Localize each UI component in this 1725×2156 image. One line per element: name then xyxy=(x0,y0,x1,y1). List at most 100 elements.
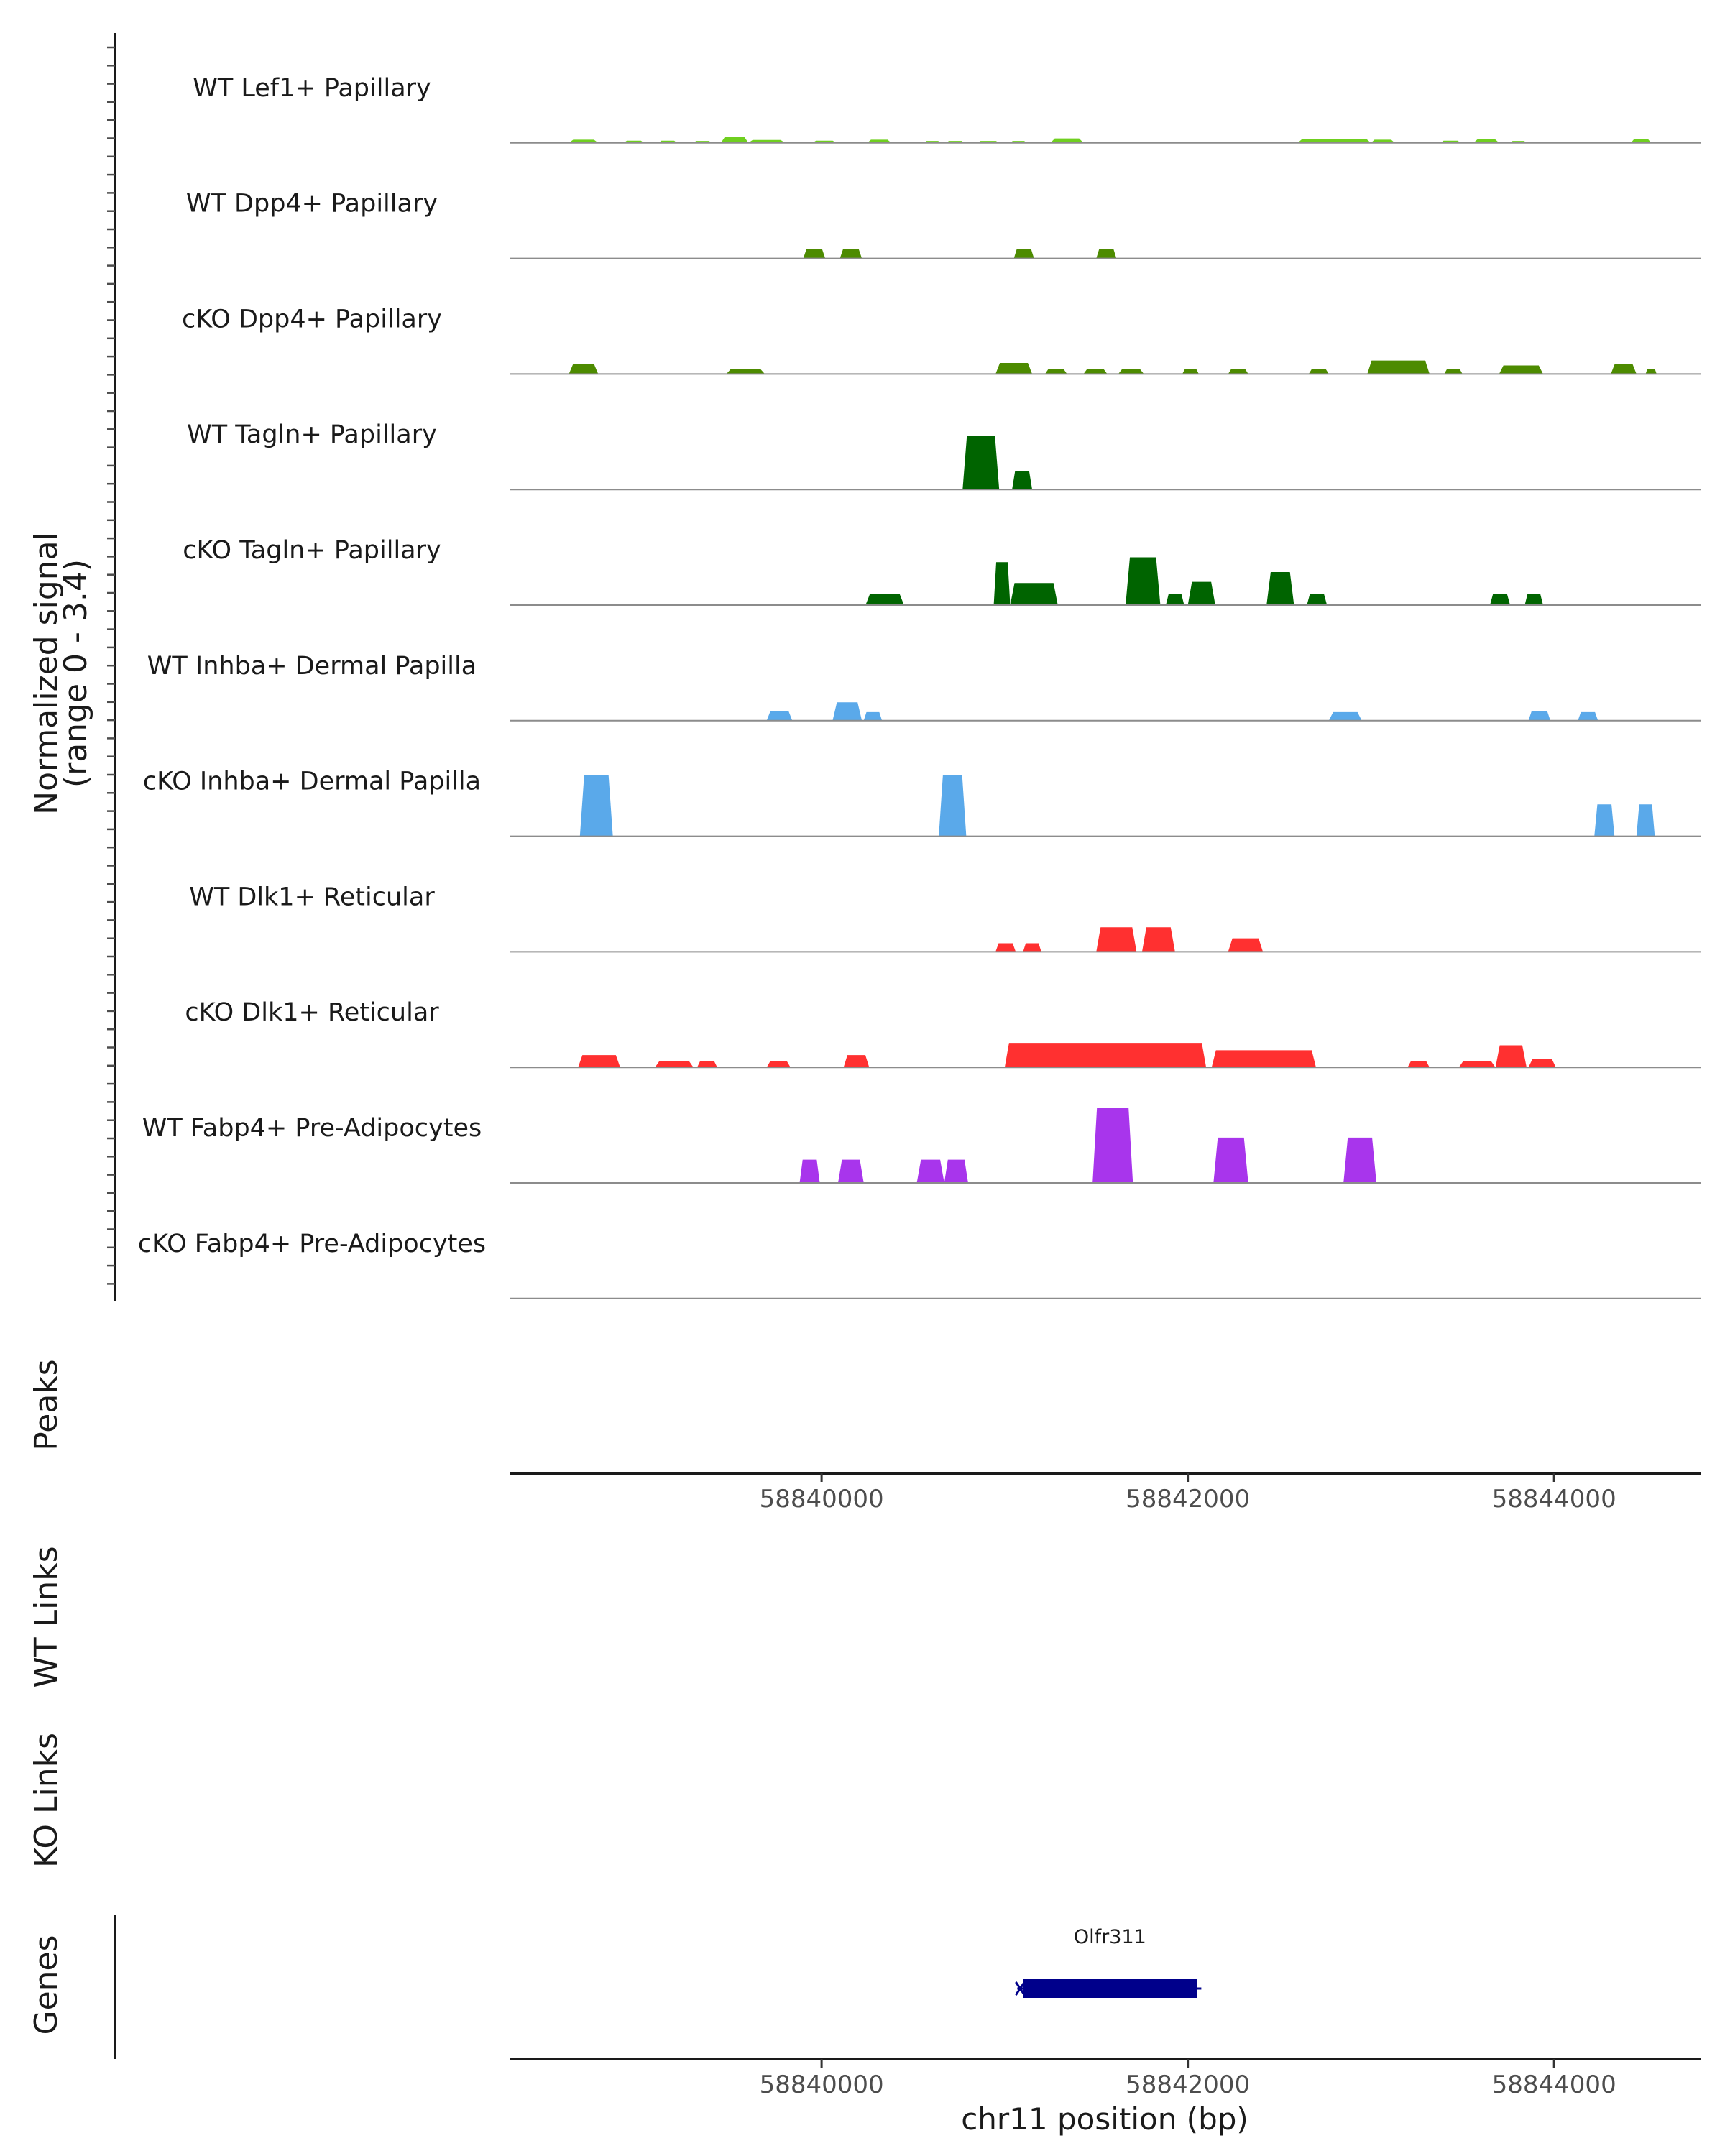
signal-peak xyxy=(1126,557,1161,605)
track-6: cKO Inhba+ Dermal Papilla xyxy=(143,768,1701,837)
signal-peak xyxy=(569,364,599,374)
signal-peak xyxy=(867,139,891,143)
signal-peak xyxy=(1343,1137,1377,1183)
track-1: WT Dpp4+ Papillary xyxy=(186,190,1701,259)
signal-peak xyxy=(1010,583,1058,605)
signal-peak xyxy=(1023,943,1041,952)
signal-peak xyxy=(944,1159,968,1183)
signal-peak xyxy=(962,436,1000,490)
signal-peak xyxy=(766,711,793,721)
signal-peak xyxy=(1594,804,1615,837)
signal-peak xyxy=(1308,369,1329,374)
track-label: cKO Tagln+ Papillary xyxy=(183,536,441,565)
signal-peak xyxy=(1371,139,1395,143)
signal-peak xyxy=(1458,1061,1496,1068)
signal-peak xyxy=(1611,364,1637,374)
signal-peak xyxy=(803,248,826,259)
signal-peak xyxy=(696,1061,717,1068)
panel-label-ko-links: KO Links xyxy=(28,1733,65,1868)
signal-peak xyxy=(748,139,786,143)
signal-peak xyxy=(1444,369,1463,374)
track-10: cKO Fabp4+ Pre-Adipocytes xyxy=(138,1230,1701,1299)
track-label: WT Inhba+ Dermal Papilla xyxy=(147,652,477,681)
gene-strand-mark xyxy=(1015,1981,1026,1996)
x-tick-label: 58844000 xyxy=(1492,1485,1616,1514)
signal-peak xyxy=(720,137,749,143)
genes-panel: Olfr311 xyxy=(114,1915,1202,2059)
signal-peak xyxy=(1367,360,1430,374)
panel-label-wt-links: WT Links xyxy=(28,1546,65,1687)
signal-peak xyxy=(569,139,599,143)
track-5: WT Inhba+ Dermal Papilla xyxy=(147,652,1701,722)
signal-peak xyxy=(1050,138,1084,143)
signal-peak xyxy=(1044,369,1067,374)
signal-peak xyxy=(1528,1059,1556,1068)
signal-peak xyxy=(655,1061,694,1068)
signal-peak xyxy=(1495,1045,1527,1068)
track-0: WT Lef1+ Papillary xyxy=(193,74,1701,144)
y-axis-title-line2: (range 0 - 3.4) xyxy=(58,559,94,788)
signal-peak xyxy=(799,1159,820,1183)
x-tick-label: 58840000 xyxy=(760,1485,884,1514)
signal-peak xyxy=(939,775,967,837)
signal-peak xyxy=(1187,581,1215,605)
track-2: cKO Dpp4+ Papillary xyxy=(182,305,1701,375)
signal-peak xyxy=(1118,369,1144,374)
x-tick-label: 58840000 xyxy=(760,2070,884,2099)
signal-peak xyxy=(1228,938,1264,952)
track-label: WT Dpp4+ Papillary xyxy=(186,190,438,218)
signal-peak xyxy=(1473,139,1499,143)
track-label: WT Fabp4+ Pre-Adipocytes xyxy=(142,1114,482,1143)
signal-peak xyxy=(1012,471,1033,490)
signal-peak xyxy=(1328,711,1362,721)
signal-peak xyxy=(1528,711,1551,721)
track-label: cKO Dpp4+ Papillary xyxy=(182,305,442,333)
signal-y-axis xyxy=(107,33,116,1301)
gene-label: Olfr311 xyxy=(1074,1926,1146,1948)
signal-peak xyxy=(1083,369,1108,374)
signal-peak xyxy=(1490,594,1511,605)
signal-peak xyxy=(832,702,862,721)
signal-peak xyxy=(1645,369,1657,374)
signal-peak xyxy=(1524,594,1543,605)
track-3: WT Tagln+ Papillary xyxy=(187,420,1701,491)
signal-peak xyxy=(1631,139,1652,143)
signal-peak xyxy=(840,248,862,259)
track-8: cKO Dlk1+ Reticular xyxy=(185,998,1701,1069)
signal-peak xyxy=(1092,1107,1133,1183)
panel-label-genes: Genes xyxy=(28,1935,65,2035)
signal-peak xyxy=(1141,927,1175,952)
x-axis-title: chr11 position (bp) xyxy=(961,2101,1248,2137)
y-axis-title-line1: Normalized signal xyxy=(28,532,65,815)
signal-peak xyxy=(1166,594,1184,605)
track-label: WT Dlk1+ Reticular xyxy=(189,883,435,911)
signal-peak xyxy=(843,1055,870,1068)
signal-peak xyxy=(1297,139,1371,143)
track-label: WT Tagln+ Papillary xyxy=(187,420,437,449)
track-9: WT Fabp4+ Pre-Adipocytes xyxy=(142,1107,1701,1184)
signal-tracks: WT Lef1+ Papillary WT Dpp4+ Papillary cKO … xyxy=(138,74,1701,1299)
track-label: cKO Fabp4+ Pre-Adipocytes xyxy=(138,1230,486,1258)
signal-peak xyxy=(1636,804,1655,837)
x-tick-label: 58844000 xyxy=(1492,2070,1616,2099)
signal-peak xyxy=(995,943,1016,952)
panel-label-peaks: Peaks xyxy=(28,1359,65,1450)
signal-peak xyxy=(1096,927,1137,952)
track-label: cKO Dlk1+ Reticular xyxy=(185,998,439,1027)
signal-peak xyxy=(1182,369,1199,374)
signal-peak xyxy=(578,1055,620,1068)
signal-peak xyxy=(863,711,883,721)
x-tick-label: 58842000 xyxy=(1126,2070,1250,2099)
signal-peak xyxy=(995,363,1033,374)
signal-peak xyxy=(1307,594,1328,605)
signal-peak xyxy=(1013,248,1034,259)
signal-peak xyxy=(1407,1061,1430,1068)
signal-peak xyxy=(1211,1050,1316,1068)
x-tick-label: 58842000 xyxy=(1126,1485,1250,1514)
track-label: WT Lef1+ Papillary xyxy=(193,74,431,103)
genes-x-axis: 58840000 58842000 58844000 xyxy=(510,2058,1701,2099)
track-label: cKO Inhba+ Dermal Papilla xyxy=(143,768,481,796)
signal-peak xyxy=(993,562,1011,605)
signal-peak xyxy=(1213,1137,1248,1183)
